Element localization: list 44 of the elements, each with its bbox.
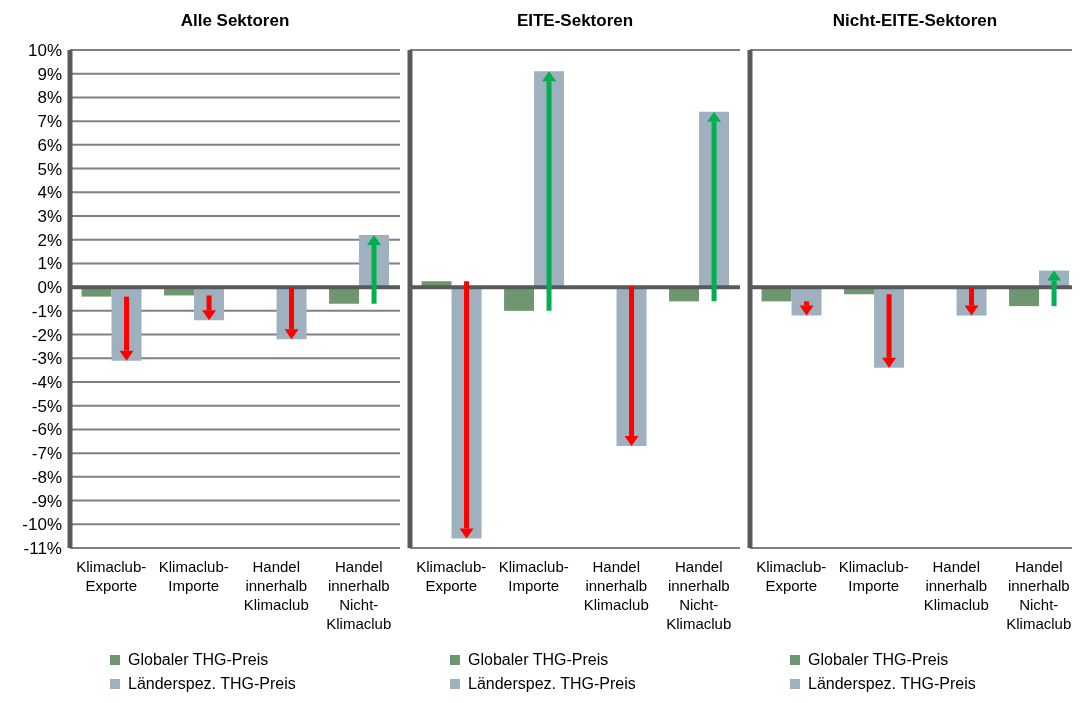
x-tick-label: Klimaclub-Importe xyxy=(158,558,229,594)
y-tick-label: -11% xyxy=(23,539,62,559)
chart-title: Nicht-EITE-Sektoren xyxy=(831,10,999,32)
x-tick-label: Handel innerhalb Klimaclub xyxy=(923,558,989,613)
legend-label: Länderspez. THG-Preis xyxy=(128,675,296,693)
legend-label: Globaler THG-Preis xyxy=(468,651,609,669)
x-tick-label: Klimaclub-Exporte xyxy=(416,558,487,594)
y-tick-label: -6% xyxy=(31,420,62,440)
x-tick-label: Handel innerhalb Klimaclub xyxy=(583,558,649,613)
legend-label: Länderspez. THG-Preis xyxy=(468,675,636,693)
legend-label: Globaler THG-Preis xyxy=(808,651,949,669)
y-tick-label: -7% xyxy=(31,444,62,464)
legend-label: Globaler THG-Preis xyxy=(128,651,269,669)
y-tick-label: 6% xyxy=(37,135,62,155)
x-tick-label: Handel innerhalb Nicht-Klimaclub xyxy=(666,558,732,632)
x-tick-label: Klimaclub-Importe xyxy=(838,558,909,594)
x-tick-label: Klimaclub-Exporte xyxy=(756,558,827,594)
y-tick-label: 9% xyxy=(37,64,62,84)
x-tick-label: Handel innerhalb Nicht-Klimaclub xyxy=(326,558,392,632)
x-tick-label: Handel innerhalb Klimaclub xyxy=(243,558,309,613)
y-tick-label: -9% xyxy=(31,491,62,511)
chart-title: EITE-Sektoren xyxy=(515,10,635,32)
y-tick-label: -3% xyxy=(31,349,62,369)
y-tick-label: 8% xyxy=(37,88,62,108)
y-tick-label: 7% xyxy=(37,112,62,132)
x-tick-label: Handel innerhalb Nicht-Klimaclub xyxy=(1006,558,1072,632)
y-tick-label: -4% xyxy=(31,373,62,393)
y-tick-label: -8% xyxy=(31,467,62,487)
y-tick-label: 10% xyxy=(27,41,62,61)
y-tick-label: 1% xyxy=(37,254,62,274)
y-tick-label: 3% xyxy=(37,207,62,227)
y-tick-label: -10% xyxy=(22,515,62,535)
x-tick-label: Klimaclub-Exporte xyxy=(76,558,147,594)
y-tick-label: 5% xyxy=(37,159,62,179)
y-tick-label: -5% xyxy=(31,396,62,416)
bar xyxy=(504,287,535,311)
chart-title: Alle Sektoren xyxy=(179,10,291,32)
y-tick-label: 0% xyxy=(37,278,62,298)
y-tick-label: 2% xyxy=(37,230,62,250)
y-tick-label: -1% xyxy=(31,301,62,321)
legend-label: Länderspez. THG-Preis xyxy=(808,675,976,693)
y-tick-label: 4% xyxy=(37,183,62,203)
x-tick-label: Klimaclub-Importe xyxy=(498,558,569,594)
y-tick-label: -2% xyxy=(31,325,62,345)
